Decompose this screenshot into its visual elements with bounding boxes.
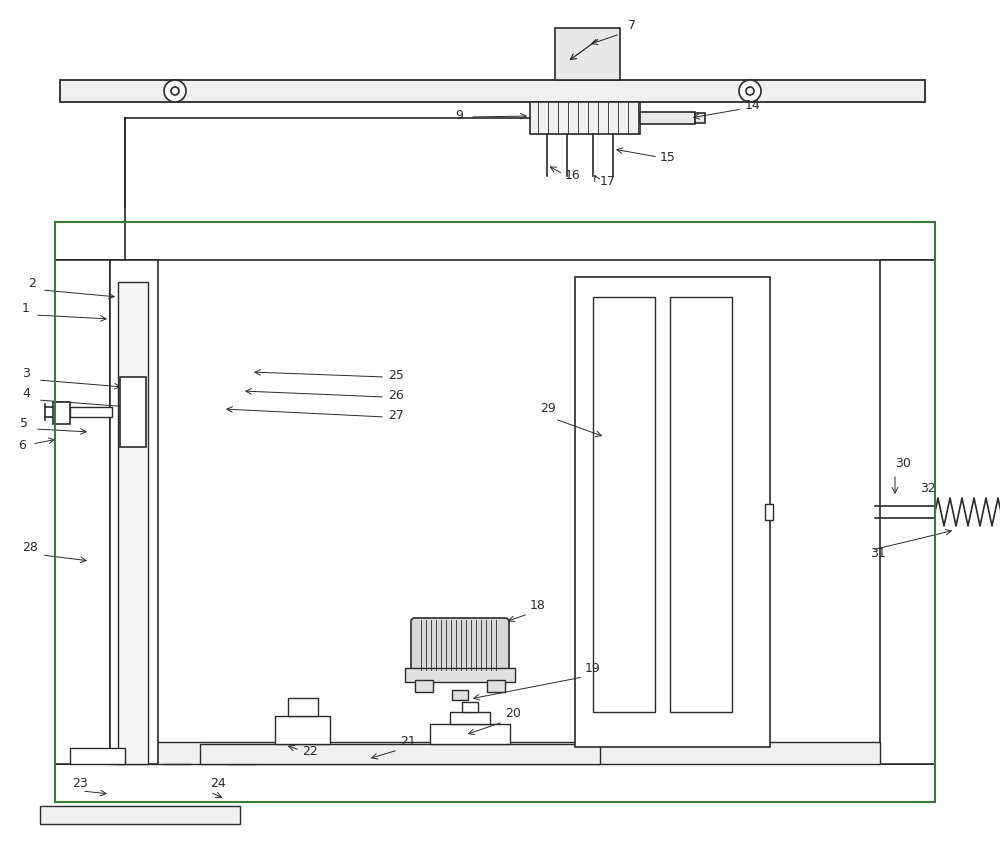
Bar [405,668,515,682]
Bar [53,402,70,424]
Text: 9: 9 [455,109,463,122]
Text: 19: 19 [585,662,601,675]
Bar [70,748,125,764]
Bar [640,112,695,124]
Text: 25: 25 [388,369,404,382]
Bar [880,260,935,764]
Text: 21: 21 [400,735,416,748]
Bar [120,377,146,447]
Circle shape [746,87,754,95]
Text: 17: 17 [600,175,616,188]
Text: 16: 16 [565,169,581,182]
Bar [695,113,705,123]
Text: 15: 15 [660,151,676,164]
Bar [462,702,478,712]
Bar [530,102,640,134]
Circle shape [164,80,186,102]
Bar [110,742,880,764]
Text: 2: 2 [28,277,36,290]
Bar [765,504,773,520]
Text: 4: 4 [22,387,30,400]
Text: 27: 27 [388,409,404,422]
Text: 23: 23 [72,777,88,790]
Bar [415,680,433,692]
Bar [110,260,158,764]
Text: 29: 29 [540,402,556,415]
Text: 7: 7 [628,19,636,32]
Bar [288,698,318,716]
Bar [452,690,468,700]
Text: 1: 1 [22,302,30,315]
Bar [60,80,925,102]
Text: 5: 5 [20,417,28,430]
Text: 18: 18 [530,599,546,612]
Text: 22: 22 [302,745,318,758]
Text: 32: 32 [920,482,936,495]
Text: 31: 31 [870,547,886,560]
Bar [40,806,240,824]
Bar [55,222,935,802]
Circle shape [739,80,761,102]
Text: 30: 30 [895,457,911,470]
Bar [575,277,770,747]
Bar [70,407,112,417]
Text: 24: 24 [210,777,226,790]
FancyBboxPatch shape [411,618,509,676]
Text: 28: 28 [22,541,38,554]
Text: 3: 3 [22,367,30,380]
Bar [275,716,330,744]
Bar [450,712,490,724]
Text: 14: 14 [745,99,761,112]
Bar [200,744,600,764]
Bar [593,297,655,712]
Text: 26: 26 [388,389,404,402]
Bar [430,724,510,744]
Bar [487,680,505,692]
Bar [55,764,935,802]
Bar [118,282,148,764]
Text: 6: 6 [18,439,26,452]
Text: 20: 20 [505,707,521,720]
Bar [555,28,620,80]
Bar [55,222,935,260]
Circle shape [171,87,179,95]
Bar [670,297,732,712]
Bar [55,260,110,764]
